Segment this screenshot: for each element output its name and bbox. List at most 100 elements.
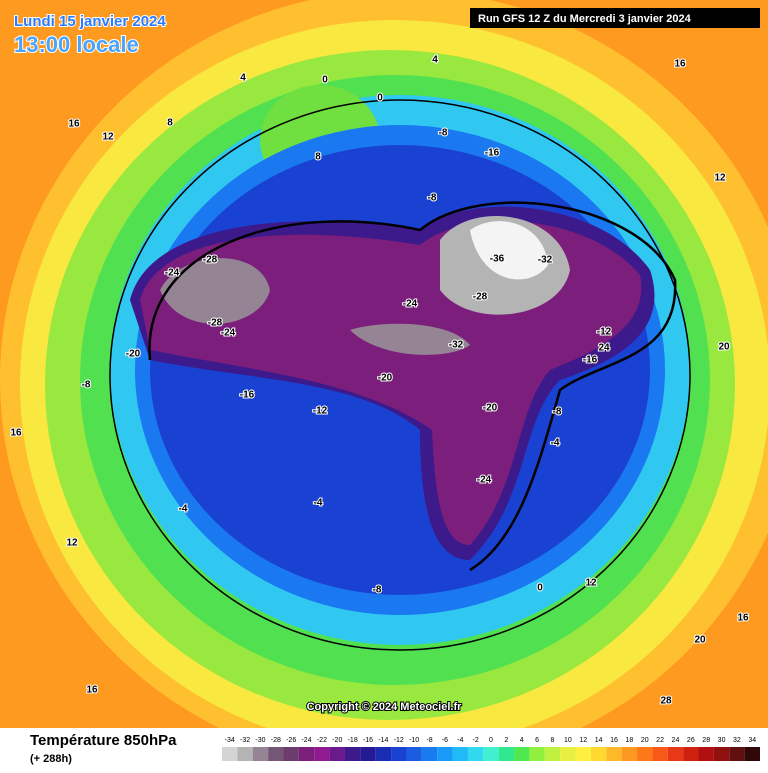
colorbar-swatch: [698, 747, 714, 761]
colorbar-swatch: [744, 747, 760, 761]
contour-label: -16: [240, 390, 255, 401]
contour-label: -24: [165, 268, 180, 279]
contour-label: 12: [585, 578, 597, 589]
contour-label: 24: [598, 343, 610, 354]
colorbar-tick-label: 32: [733, 737, 741, 744]
colorbar-swatch: [437, 747, 453, 761]
contour-label: -24: [477, 475, 492, 486]
colorbar-swatch: [590, 747, 607, 761]
colorbar-tick-label: -10: [409, 737, 419, 744]
contour-label: 16: [86, 685, 98, 696]
colorbar-swatch: [252, 747, 269, 761]
contour-label: 8: [167, 118, 173, 129]
colorbar-tick-label: 18: [625, 737, 633, 744]
contour-label: -16: [583, 355, 598, 366]
colorbar-swatch: [575, 747, 591, 761]
contour-label: -28: [203, 255, 218, 266]
contour-label: 12: [66, 538, 78, 549]
colorbar-tick-label: 22: [656, 737, 664, 744]
colorbar-swatch: [713, 747, 730, 761]
colorbar-tick-label: -18: [348, 737, 358, 744]
colorbar-swatch: [621, 747, 638, 761]
colorbar-swatch: [360, 747, 376, 761]
colorbar-tick-label: -34: [225, 737, 235, 744]
contour-label: -28: [473, 292, 488, 303]
contour-label: -8: [428, 193, 437, 204]
colorbar-tick-label: 14: [595, 737, 603, 744]
colorbar-tick-label: 0: [489, 737, 493, 744]
colorbar-swatch: [329, 747, 345, 761]
contour-label: 0: [377, 93, 383, 104]
colorbar-swatch: [421, 747, 438, 761]
colorbar-tick-label: -30: [255, 737, 265, 744]
colorbar-tick-label: 2: [504, 737, 508, 744]
contour-label: 20: [694, 635, 706, 646]
copyright: Copyright © 2024 Meteociel.fr: [307, 701, 463, 713]
colorbar-swatch: [560, 747, 576, 761]
contour-label: -20: [378, 373, 393, 384]
colorbar: -34 -32 -30 -28 -26 -24 -22 -20 -18 -16 -14 -12 -10-…: [222, 737, 760, 761]
colorbar-tick-label: -16: [363, 737, 373, 744]
colorbar-tick-label: -2: [473, 737, 479, 744]
contour-label: -20: [483, 403, 498, 414]
contour-label: 0: [322, 75, 328, 86]
contour-label: -12: [597, 327, 612, 338]
colorbar-swatch: [283, 747, 299, 761]
colorbar-swatch: [652, 747, 668, 761]
colorbar-swatch: [467, 747, 484, 761]
colorbar-swatch: [375, 747, 392, 761]
legend-title: Température 850hPa: [30, 732, 177, 749]
contour-label: 20: [718, 342, 730, 353]
run-info: Run GFS 12 Z du Mercredi 3 janvier 2024: [478, 13, 692, 25]
contour-label: 28: [660, 696, 672, 707]
colorbar-tick-label: 26: [687, 737, 695, 744]
contour-label: -12: [313, 406, 328, 417]
contour-labels: -24-28-32-36 -32-24-28-28-24-20-16-20-20-…: [9, 54, 750, 708]
colorbar-tick-label: -14: [378, 737, 388, 744]
contour-label: -4: [551, 438, 560, 449]
colorbar-swatch: [637, 747, 653, 761]
contour-label: 12: [102, 132, 114, 143]
contour-label: 16: [10, 428, 22, 439]
colorbar-swatch: [606, 747, 622, 761]
contour-label: -28: [208, 318, 223, 329]
contour-label: -32: [449, 340, 464, 351]
contour-label: 8: [315, 152, 321, 163]
contour-label: 4: [432, 55, 438, 66]
colorbar-tick-label: -6: [442, 737, 448, 744]
contour-label: 16: [68, 119, 80, 130]
colorbar-tick-label: -20: [332, 737, 342, 744]
contour-label: 16: [674, 59, 686, 70]
colorbar-tick-label: -26: [286, 737, 296, 744]
colorbar-tick-label: -12: [394, 737, 404, 744]
colorbar-swatch: [391, 747, 407, 761]
contour-label: -8: [373, 585, 382, 596]
contour-label: -8: [439, 128, 448, 139]
colorbar-tick-label: 24: [672, 737, 680, 744]
colorbar-tick-label: 28: [702, 737, 710, 744]
run-box: [470, 8, 760, 28]
contour-label: -20: [126, 349, 141, 360]
contour-label: -4: [179, 504, 188, 515]
colorbar-swatch: [268, 747, 284, 761]
colorbar-swatch: [406, 747, 422, 761]
colorbar-swatch: [729, 747, 745, 761]
contour-label: -36: [490, 254, 505, 265]
colorbar-tick-label: 34: [748, 737, 756, 744]
colorbar-tick-label: 10: [564, 737, 572, 744]
colorbar-tick-label: -8: [426, 737, 432, 744]
colorbar-swatch: [498, 747, 515, 761]
colorbar-tick-label: 4: [520, 737, 524, 744]
contour-label: 4: [240, 73, 246, 84]
colorbar-tick-label: 30: [718, 737, 726, 744]
colorbar-swatch: [237, 747, 253, 761]
colorbar-tick-label: -22: [317, 737, 327, 744]
colorbar-swatch: [452, 747, 468, 761]
colorbar-swatch: [514, 747, 530, 761]
contour-label: -8: [553, 407, 562, 418]
contour-label: -8: [82, 380, 91, 391]
colorbar-tick-label: 16: [610, 737, 618, 744]
contour-label: 0: [537, 583, 543, 594]
